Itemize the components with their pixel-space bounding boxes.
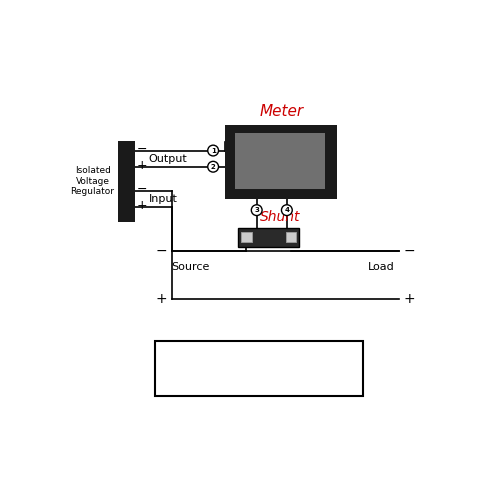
Text: 1: 1 [210, 148, 216, 154]
Bar [238, 228, 300, 247]
Text: Output: Output [148, 154, 187, 164]
Text: Input: Input [148, 194, 178, 204]
Circle shape [252, 205, 262, 216]
Circle shape [208, 162, 218, 172]
Text: 1+2: 1+2 [168, 350, 202, 366]
Bar [154, 341, 362, 396]
Text: 3+4: 3+4 [168, 372, 202, 387]
Text: 4: 4 [284, 207, 290, 213]
Text: Source: Source [172, 262, 210, 272]
Bar [241, 232, 252, 242]
Circle shape [282, 205, 292, 216]
Bar [118, 141, 134, 222]
Text: Isolated
Voltage
Regulator: Isolated Voltage Regulator [70, 166, 115, 196]
Text: Meter: Meter [259, 104, 304, 120]
Text: −: − [156, 244, 167, 258]
Text: +: + [137, 199, 147, 212]
Text: +: + [137, 158, 147, 172]
Text: −: − [137, 142, 147, 156]
Text: Meter Power Source: Meter Power Source [194, 350, 348, 366]
Text: −: − [137, 183, 147, 196]
Text: +: + [404, 292, 415, 306]
Bar [234, 133, 325, 190]
Text: Meter Input: Meter Input [194, 372, 284, 387]
Bar [286, 232, 296, 242]
Circle shape [208, 145, 218, 156]
Text: 3: 3 [254, 207, 259, 213]
Text: −: − [404, 244, 415, 258]
Text: Load: Load [368, 262, 395, 272]
Text: +: + [156, 292, 167, 306]
Bar [226, 126, 337, 198]
Text: 2: 2 [211, 164, 216, 170]
Text: Shunt: Shunt [260, 210, 300, 224]
